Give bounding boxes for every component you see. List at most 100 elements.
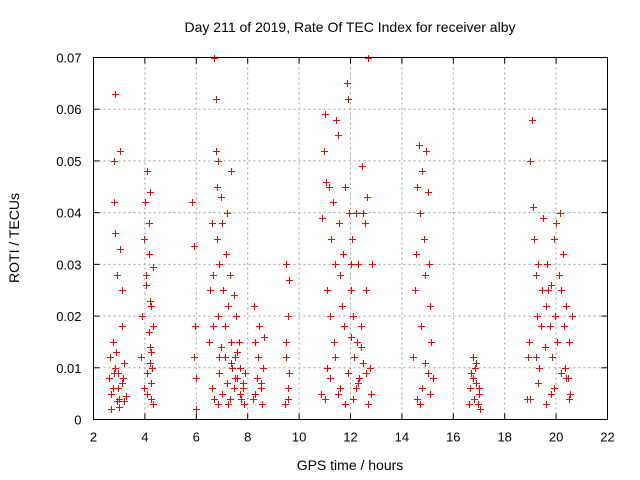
y-tick-label: 0.04 bbox=[56, 206, 81, 221]
data-point bbox=[365, 401, 372, 408]
data-point bbox=[470, 375, 477, 382]
data-point bbox=[231, 385, 238, 392]
y-tick-label: 0.06 bbox=[56, 102, 81, 117]
data-point bbox=[337, 385, 344, 392]
data-point bbox=[120, 375, 127, 382]
x-tick-label: 22 bbox=[600, 430, 614, 445]
data-point bbox=[535, 261, 542, 268]
chart-title: Day 211 of 2019, Rate Of TEC Index for r… bbox=[185, 19, 516, 35]
data-point bbox=[111, 370, 118, 377]
data-point bbox=[477, 406, 484, 413]
data-point bbox=[417, 210, 424, 217]
data-point bbox=[285, 396, 292, 403]
data-point bbox=[419, 168, 426, 175]
data-point bbox=[472, 365, 479, 372]
data-point bbox=[418, 323, 425, 330]
data-point bbox=[355, 261, 362, 268]
data-point bbox=[563, 375, 570, 382]
data-point bbox=[234, 349, 241, 356]
data-point bbox=[283, 339, 290, 346]
data-point bbox=[526, 339, 533, 346]
data-point bbox=[566, 396, 573, 403]
data-point bbox=[363, 370, 370, 377]
data-point bbox=[146, 251, 153, 258]
data-point bbox=[119, 323, 126, 330]
data-point bbox=[327, 313, 334, 320]
data-point bbox=[214, 236, 221, 243]
data-point bbox=[340, 251, 347, 258]
data-point bbox=[419, 385, 426, 392]
data-point bbox=[142, 199, 149, 206]
x-tick-label: 16 bbox=[446, 430, 460, 445]
data-point bbox=[285, 385, 292, 392]
data-point bbox=[193, 406, 200, 413]
data-point bbox=[414, 396, 421, 403]
data-point bbox=[111, 158, 118, 165]
data-point bbox=[113, 349, 120, 356]
data-point bbox=[216, 261, 223, 268]
data-point bbox=[112, 365, 119, 372]
data-point bbox=[426, 261, 433, 268]
data-point bbox=[228, 360, 235, 367]
data-point bbox=[211, 396, 218, 403]
data-point bbox=[211, 55, 218, 62]
data-point bbox=[108, 406, 115, 413]
data-point bbox=[148, 380, 155, 387]
data-point bbox=[476, 385, 483, 392]
data-point bbox=[534, 313, 541, 320]
data-point bbox=[237, 365, 244, 372]
y-axis-ticks: 0 0.01 0.02 0.03 0.04 0.05 0.06 0.07 bbox=[56, 51, 608, 428]
x-axis-ticks: 2 4 6 8 10 12 14 16 18 20 22 bbox=[90, 57, 615, 445]
data-point bbox=[333, 117, 340, 124]
data-point bbox=[327, 375, 334, 382]
data-point bbox=[148, 396, 155, 403]
data-point bbox=[353, 210, 360, 217]
data-point bbox=[349, 236, 356, 243]
data-point bbox=[258, 380, 265, 387]
data-point bbox=[427, 391, 434, 398]
data-point bbox=[421, 236, 428, 243]
data-point bbox=[143, 272, 150, 279]
data-point bbox=[342, 401, 349, 408]
data-point bbox=[417, 401, 424, 408]
data-point bbox=[345, 96, 352, 103]
data-point bbox=[254, 375, 261, 382]
data-point bbox=[466, 401, 473, 408]
data-point bbox=[148, 349, 155, 356]
data-point bbox=[107, 354, 114, 361]
data-point bbox=[552, 313, 559, 320]
data-point bbox=[119, 287, 126, 294]
data-point bbox=[427, 303, 434, 310]
data-point bbox=[144, 370, 151, 377]
data-point bbox=[112, 91, 119, 98]
data-point bbox=[237, 391, 244, 398]
data-point bbox=[224, 380, 231, 387]
data-point bbox=[328, 236, 335, 243]
data-point bbox=[350, 396, 357, 403]
data-point bbox=[560, 251, 567, 258]
data-point bbox=[225, 303, 232, 310]
data-point bbox=[218, 344, 225, 351]
data-point bbox=[214, 184, 221, 191]
data-point bbox=[121, 398, 128, 405]
data-point bbox=[228, 339, 235, 346]
data-point bbox=[547, 323, 554, 330]
data-point bbox=[554, 339, 561, 346]
data-point bbox=[360, 210, 367, 217]
data-point bbox=[215, 401, 222, 408]
data-point bbox=[558, 287, 565, 294]
data-point bbox=[123, 393, 130, 400]
data-point bbox=[207, 287, 214, 294]
grid-lines bbox=[93, 57, 608, 420]
data-point bbox=[354, 339, 361, 346]
y-tick-label: 0 bbox=[74, 413, 81, 428]
data-point bbox=[256, 323, 263, 330]
data-point bbox=[530, 204, 537, 211]
data-point bbox=[220, 287, 227, 294]
data-point bbox=[238, 396, 245, 403]
data-point bbox=[557, 210, 564, 217]
data-point bbox=[539, 287, 546, 294]
data-point bbox=[240, 380, 247, 387]
data-point bbox=[150, 401, 157, 408]
data-point bbox=[216, 370, 223, 377]
